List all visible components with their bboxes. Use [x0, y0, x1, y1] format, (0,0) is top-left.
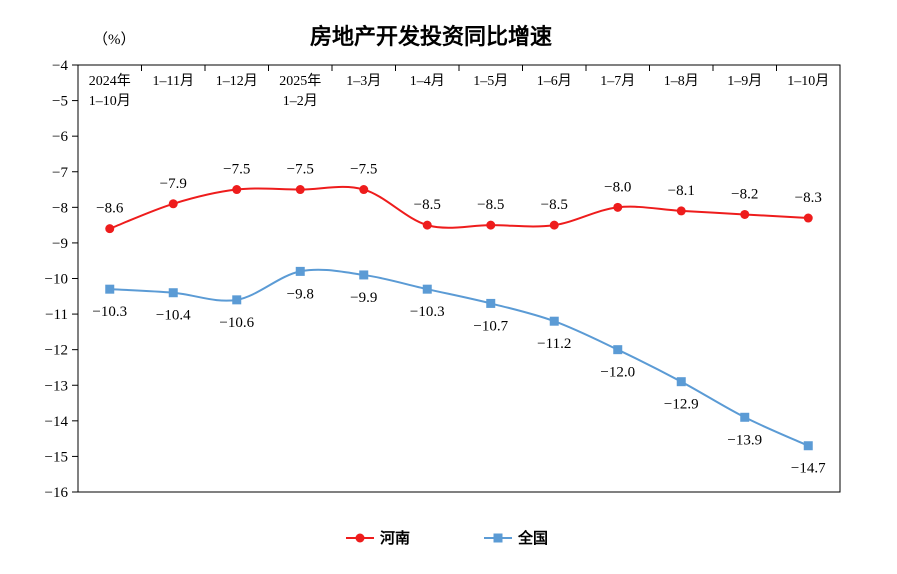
- series-line: [109, 268, 809, 447]
- data-point: [803, 213, 813, 223]
- data-point: [549, 316, 559, 326]
- data-point: [740, 209, 750, 219]
- x-tick-label: 1–7月: [600, 73, 635, 89]
- legend-label: 河南: [380, 529, 410, 547]
- data-point: [422, 220, 432, 230]
- y-tick-label: −16: [45, 485, 69, 501]
- data-label: −10.7: [473, 318, 508, 334]
- data-label: −8.3: [795, 190, 822, 206]
- y-tick-label: −4: [52, 58, 68, 74]
- x-tick-label: 1–9月: [727, 73, 762, 89]
- x-tick-label: 1–3月: [346, 73, 381, 89]
- data-point: [613, 345, 623, 355]
- data-label: −7.9: [160, 176, 187, 192]
- chart-title: 房地产开发投资同比增速: [310, 24, 552, 50]
- data-point: [232, 295, 242, 305]
- data-point: [359, 270, 369, 280]
- x-axis: 2024年 1–10月 1–11月 1–12月 2025年 1–2月 1–3月 1–4月 1–5…: [77, 65, 841, 109]
- series-layer: −8.6 −7.9 −7.5 −7.5 −7.5 −8.5 −8.5 −8.5 −8.0 −8.1…: [92, 162, 826, 477]
- data-label: −10.4: [156, 308, 191, 324]
- y-tick-label: −9: [52, 236, 68, 252]
- y-tick-label: −5: [52, 94, 68, 110]
- x-tick-label: 1–8月: [664, 73, 699, 89]
- data-point: [740, 412, 750, 422]
- data-label: −8.6: [96, 201, 124, 217]
- x-tick-label: 1–5月: [473, 73, 508, 89]
- data-label: −8.0: [604, 179, 631, 195]
- data-label: −7.5: [350, 162, 377, 178]
- data-point: [803, 441, 813, 451]
- x-tick-label: 2025年: [279, 73, 321, 89]
- data-point: [295, 185, 305, 195]
- data-point: [295, 266, 305, 276]
- x-tick-label: 1–6月: [537, 73, 572, 89]
- series-henan: −8.6 −7.9 −7.5 −7.5 −7.5 −8.5 −8.5 −8.5 −8.0 −8.1…: [96, 162, 822, 234]
- data-label: −8.1: [668, 183, 695, 199]
- y-tick-label: −12: [45, 343, 68, 359]
- data-point: [676, 377, 686, 387]
- data-label: −12.0: [600, 365, 635, 381]
- y-tick-label: −10: [45, 272, 68, 288]
- data-label: −8.5: [477, 197, 504, 213]
- legend-marker: [493, 533, 503, 543]
- legend: 河南 全国: [346, 529, 548, 547]
- data-label: −13.9: [727, 432, 762, 448]
- y-tick-label: −8: [52, 200, 68, 216]
- data-label: −9.9: [350, 290, 377, 306]
- y-tick-label: −13: [45, 378, 68, 394]
- y-tick-label: −14: [45, 414, 69, 430]
- data-point: [105, 224, 115, 234]
- data-point: [676, 206, 686, 216]
- data-label: −10.3: [410, 304, 445, 320]
- data-label: −7.5: [287, 162, 314, 178]
- x-tick-label: 1–12月: [216, 73, 258, 89]
- data-point: [359, 185, 369, 195]
- data-label: −11.2: [537, 336, 571, 352]
- y-axis: −4 −5 −6 −7 −8 −9 −10 −11 −12 −13 −14 −15 −16: [45, 58, 78, 501]
- data-label: −8.2: [731, 186, 758, 202]
- data-point: [549, 220, 559, 230]
- data-label: −7.5: [223, 162, 250, 178]
- x-tick-label: 1–10月: [787, 73, 829, 89]
- y-tick-label: −15: [45, 449, 68, 465]
- legend-label: 全国: [517, 529, 548, 547]
- legend-item: 河南: [346, 529, 410, 547]
- x-tick-label: 1–10月: [89, 93, 131, 109]
- data-point: [422, 284, 432, 294]
- data-label: −8.5: [541, 197, 568, 213]
- x-tick-label: 1–4月: [410, 73, 445, 89]
- data-point: [105, 284, 115, 294]
- y-unit-label: （%）: [93, 31, 136, 48]
- legend-marker: [355, 533, 365, 543]
- data-point: [168, 288, 178, 298]
- y-tick-label: −6: [52, 129, 68, 145]
- plot-frame: [77, 64, 841, 493]
- x-tick-label: 1–2月: [283, 93, 318, 109]
- data-point: [486, 220, 496, 230]
- x-tick-label: 2024年: [89, 73, 131, 89]
- legend-item: 全国: [484, 529, 548, 547]
- x-tick-label: 1–11月: [153, 73, 194, 89]
- data-label: −10.3: [92, 304, 127, 320]
- data-point: [613, 202, 623, 212]
- data-point: [168, 199, 178, 209]
- data-label: −9.8: [287, 286, 314, 302]
- data-label: −14.7: [791, 461, 826, 477]
- series-line: [109, 185, 809, 230]
- data-label: −12.9: [664, 397, 699, 413]
- data-label: −8.5: [414, 197, 441, 213]
- data-point: [486, 298, 496, 308]
- y-tick-label: −7: [52, 165, 68, 181]
- y-tick-label: −11: [45, 307, 68, 323]
- data-point: [232, 185, 242, 195]
- data-label: −10.6: [219, 315, 254, 331]
- series-national: −10.3 −10.4 −10.6 −9.8 −9.9 −10.3 −10.7 −11.2 −1…: [92, 266, 826, 477]
